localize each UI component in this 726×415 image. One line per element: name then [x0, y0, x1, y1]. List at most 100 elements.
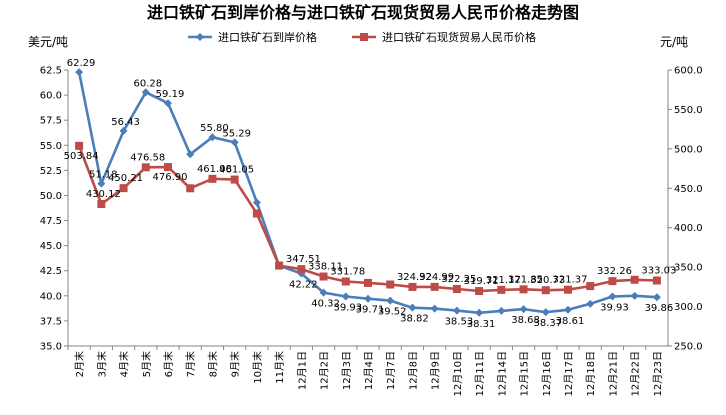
data-label: 338.11: [308, 262, 343, 273]
data-label: 39.86: [645, 303, 674, 314]
data-label: 321.85: [508, 274, 543, 285]
data-point-diamond: [319, 288, 328, 297]
data-label: 476.90: [153, 172, 188, 183]
left-tick-label: 37.5: [40, 316, 62, 327]
chart-title: 进口铁矿石到岸价格与进口铁矿石现货贸易人民币价格走势图: [147, 3, 579, 22]
data-point-diamond: [452, 306, 461, 315]
data-label: 39.93: [600, 303, 629, 314]
x-tick-label: 12月7日: [385, 351, 397, 390]
data-point-square: [297, 265, 306, 274]
data-point-diamond: [564, 305, 572, 314]
right-tick-label: 300.0: [674, 302, 703, 313]
data-label: 461.05: [219, 165, 254, 176]
data-label: 39.52: [378, 307, 407, 318]
data-point-diamond: [141, 88, 150, 97]
data-label: 56.43: [111, 117, 140, 128]
x-tick-label: 8月末: [206, 351, 219, 377]
data-point-diamond: [341, 292, 350, 301]
left-axis-unit: 美元/吨: [28, 35, 68, 49]
data-point-diamond: [541, 308, 550, 317]
x-tick-label: 12月2日: [319, 351, 331, 390]
data-point-square: [408, 282, 417, 291]
data-point-diamond: [364, 294, 372, 303]
left-tick-label: 42.5: [40, 266, 62, 277]
data-label: 55.80: [200, 123, 229, 134]
data-label: 332.26: [597, 266, 632, 277]
series-layer: [75, 68, 661, 317]
data-point-square: [119, 184, 128, 193]
data-point-diamond: [164, 99, 172, 108]
data-point-square: [319, 272, 328, 281]
legend-square-marker: [360, 33, 368, 41]
data-label: 324.92: [397, 272, 432, 283]
data-point-diamond: [430, 304, 439, 313]
left-tick-label: 62.5: [40, 66, 62, 77]
x-tick-label: 12月11日: [474, 351, 486, 396]
data-label: 331.78: [330, 267, 365, 278]
x-tick-label: 12月8日: [407, 351, 419, 390]
data-point-square: [630, 275, 639, 284]
data-point-diamond: [519, 305, 528, 314]
right-tick-label: 600.0: [674, 66, 703, 77]
data-label: 321.37: [553, 275, 588, 286]
x-tick-label: 12月1日: [296, 351, 308, 390]
data-label: 51.18: [89, 170, 118, 181]
data-point-diamond: [386, 296, 395, 305]
data-point-square: [452, 285, 461, 294]
left-tick-label: 60.0: [40, 91, 62, 102]
x-tick-label: 12月9日: [430, 351, 442, 390]
x-tick-label: 12月3日: [341, 351, 353, 390]
x-tick-label: 12月18日: [585, 351, 597, 396]
data-label: 321.17: [486, 275, 521, 286]
data-point-square: [608, 277, 617, 286]
data-point-diamond: [230, 138, 239, 147]
data-point-square: [586, 282, 595, 291]
data-point-square: [497, 285, 506, 294]
data-point-diamond: [408, 303, 417, 312]
data-label: 319.71: [464, 276, 499, 287]
data-label: 430.12: [86, 189, 121, 200]
data-point-square: [430, 282, 439, 291]
data-point-diamond: [208, 133, 217, 142]
data-label: 38.82: [400, 314, 429, 325]
left-tick-label: 52.5: [40, 166, 62, 177]
data-label: 461.98: [197, 164, 232, 175]
right-tick-label: 400.0: [674, 223, 703, 234]
x-axis: 2月末 3月末 4月末 5月末 6月末 7月末 8月末 9月末 10月末 11月末 12月1日 12月…: [67, 346, 664, 396]
data-label: 39.71: [356, 305, 385, 316]
left-tick-label: 50.0: [40, 191, 62, 202]
data-point-square: [652, 276, 661, 285]
data-label: 42.22: [289, 280, 318, 291]
x-tick-label: 4月末: [118, 351, 131, 377]
data-point-square: [230, 175, 239, 184]
legend-entry: 进口铁矿石现货贸易人民币价格: [382, 30, 536, 44]
data-point-diamond: [608, 292, 617, 301]
left-tick-label: 55.0: [40, 141, 62, 152]
data-point-square: [208, 174, 217, 183]
data-point-square: [141, 163, 150, 172]
x-tick-label: 3月末: [95, 351, 108, 377]
data-label: 55.29: [222, 128, 251, 139]
data-point-square: [252, 209, 261, 218]
legend: 进口铁矿石到岸价格 进口铁矿石现货贸易人民币价格: [188, 30, 536, 44]
data-label: 40.32: [311, 299, 340, 310]
x-tick-label: 5月末: [140, 351, 153, 377]
data-label: 322.25: [441, 274, 476, 285]
left-tick-label: 47.5: [40, 216, 62, 227]
x-tick-label: 12月23日: [652, 351, 664, 396]
data-label: 38.53: [445, 317, 474, 328]
x-tick-label: 7月末: [184, 351, 197, 377]
x-tick-label: 11月末: [273, 351, 286, 384]
x-tick-label: 12月4日: [363, 351, 375, 390]
data-point-diamond: [586, 299, 595, 308]
data-point-square: [386, 280, 395, 289]
right-tick-label: 350.0: [674, 263, 703, 274]
left-y-axis: 62.5 60.0 57.5 55.0 52.5 50.0 47.5 45.0 42.5 40.0…: [40, 66, 68, 353]
data-label: 60.28: [133, 78, 162, 89]
data-point-diamond: [252, 198, 261, 207]
data-point-diamond: [97, 179, 106, 188]
data-label: 59.19: [156, 89, 185, 100]
data-label: 324.99: [419, 272, 454, 283]
left-tick-label: 40.0: [40, 291, 62, 302]
